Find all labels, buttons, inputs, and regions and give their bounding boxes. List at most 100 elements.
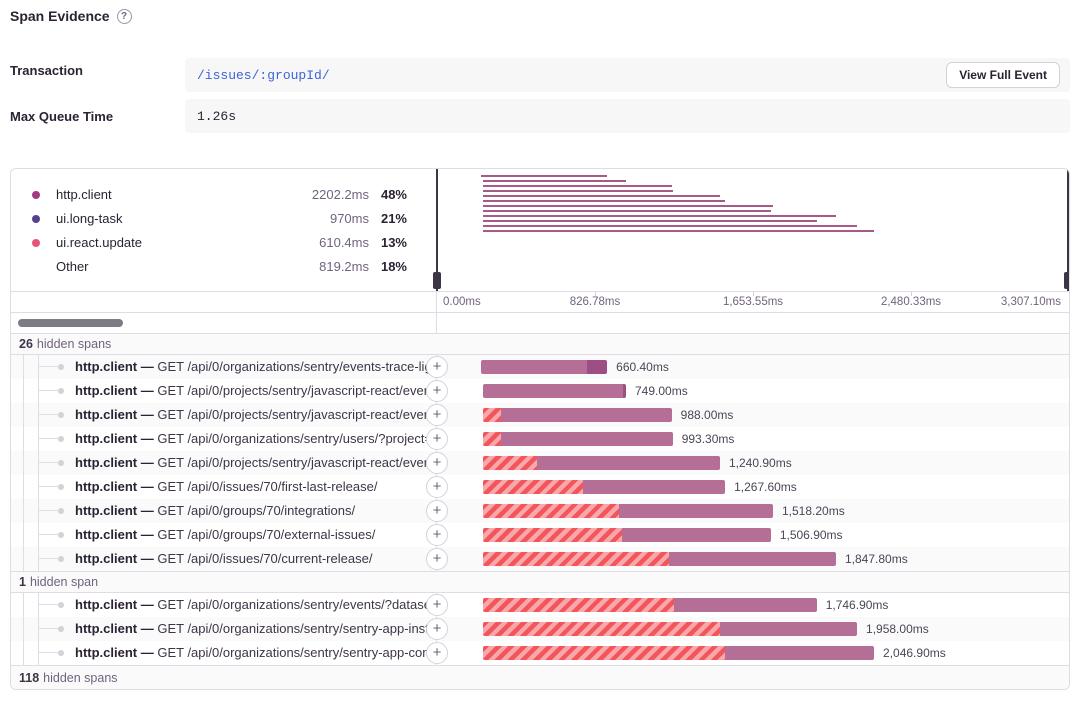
minimap-span-bar	[482, 210, 771, 212]
expand-span-button[interactable]: +	[426, 356, 448, 378]
span-duration-label: 2,046.90ms	[883, 646, 946, 660]
transaction-link[interactable]: /issues/:groupId/	[197, 67, 330, 83]
minimap-span-bar	[480, 175, 608, 177]
span-duration-bar	[482, 598, 817, 612]
axis-tick	[753, 292, 754, 296]
expand-span-button[interactable]: +	[426, 524, 448, 546]
hidden-spans-row: 118 hidden spans	[11, 665, 1069, 689]
span-time-segment	[719, 622, 858, 636]
legend-duration: 2202.2ms	[311, 186, 369, 202]
span-description: GET /api/0/groups/70/integrations/	[157, 503, 356, 518]
span-row[interactable]: http.client — GET /api/0/organizations/s…	[11, 593, 1069, 617]
minimap-chart	[433, 169, 1069, 291]
expand-span-button[interactable]: +	[426, 548, 448, 570]
span-row[interactable]: http.client — GET /api/0/groups/70/exter…	[11, 523, 1069, 547]
span-row[interactable]: http.client — GET /api/0/organizations/s…	[11, 427, 1069, 451]
legend-percentage: 13%	[380, 234, 407, 250]
span-duration-bar	[482, 622, 858, 636]
span-row[interactable]: http.client — GET /api/0/organizations/s…	[11, 641, 1069, 665]
tree-node-dot	[58, 460, 64, 466]
span-op-label: http.client —	[75, 407, 158, 422]
span-description-cell: http.client — GET /api/0/groups/70/exter…	[11, 523, 437, 547]
tree-node-dot	[58, 602, 64, 608]
tree-guide-line	[23, 451, 24, 475]
tree-node-dot	[58, 412, 64, 418]
max-queue-time-value-box: 1.26s	[185, 99, 1070, 133]
tree-node-dot	[58, 556, 64, 562]
tree-guide-line	[38, 403, 39, 427]
span-row[interactable]: http.client — GET /api/0/projects/sentry…	[11, 451, 1069, 475]
span-timeline-cell: 1,506.90ms	[437, 523, 1069, 547]
minimap-left-grip[interactable]	[433, 272, 441, 289]
span-description: GET /api/0/groups/70/external-issues/	[157, 527, 376, 542]
span-description-cell: http.client — GET /api/0/issues/70/first…	[11, 475, 437, 499]
question-mark-icon[interactable]: ?	[116, 8, 132, 24]
legend-percentage: 21%	[380, 210, 407, 226]
minimap-span-bar	[482, 200, 726, 202]
span-description: GET /api/0/organizations/sentry/events-t…	[157, 359, 437, 374]
span-op-legend: http.client 2202.2ms 48% ui.long-task 970ms 2…	[11, 169, 437, 291]
span-row[interactable]: http.client — GET /api/0/projects/sentry…	[11, 403, 1069, 427]
horizontal-scrollbar	[11, 313, 437, 333]
span-tree-panel: http.client 2202.2ms 48% ui.long-task 970ms 2…	[10, 168, 1070, 690]
legend-color-dot	[32, 187, 51, 202]
span-description-cell: http.client — GET /api/0/projects/sentry…	[11, 379, 437, 403]
expand-span-button[interactable]: +	[426, 452, 448, 474]
span-description-cell: http.client — GET /api/0/issues/70/curre…	[11, 547, 437, 571]
overlap-segment	[587, 360, 608, 374]
minimap-right-handle[interactable]	[1064, 169, 1069, 291]
time-axis: 0.00ms 826.78ms 1,653.55ms 2,480.33ms 3,307.…	[437, 292, 1069, 312]
span-timeline-cell: 1,518.20ms	[437, 499, 1069, 523]
tree-connector-line	[39, 366, 58, 367]
span-row[interactable]: http.client — GET /api/0/projects/sentry…	[11, 379, 1069, 403]
span-row[interactable]: http.client — GET /api/0/organizations/s…	[11, 617, 1069, 641]
minimap-span-bar	[482, 190, 673, 192]
tree-connector-line	[39, 558, 58, 559]
span-list: 26 hidden spans http.client — GET /api/0/o…	[11, 333, 1069, 689]
span-timeline-cell: 749.00ms	[437, 379, 1069, 403]
legend-op-label: Other	[56, 258, 89, 274]
span-row[interactable]: http.client — GET /api/0/issues/70/curre…	[11, 547, 1069, 571]
span-row[interactable]: http.client — GET /api/0/groups/70/integ…	[11, 499, 1069, 523]
tree-guide-line	[38, 355, 39, 379]
queue-time-segment	[482, 622, 720, 636]
scrollbar-thumb[interactable]	[18, 319, 123, 327]
expand-span-button[interactable]: +	[426, 380, 448, 402]
axis-tick-label: 2,480.33ms	[880, 296, 942, 308]
axis-tick-label: 1,653.55ms	[722, 296, 784, 308]
legend-percentage: 18%	[380, 258, 407, 274]
span-timeline-cell: 1,240.90ms	[437, 451, 1069, 475]
expand-span-button[interactable]: +	[426, 594, 448, 616]
tree-connector-line	[39, 628, 58, 629]
expand-span-button[interactable]: +	[426, 618, 448, 640]
span-row[interactable]: http.client — GET /api/0/organizations/s…	[11, 355, 1069, 379]
scrollbar-row	[11, 312, 1069, 333]
tree-guide-line	[38, 641, 39, 665]
legend-item: Other 819.2ms 18%	[11, 254, 436, 278]
tree-guide-line	[23, 523, 24, 547]
span-description-cell: http.client — GET /api/0/organizations/s…	[11, 641, 437, 665]
hidden-spans-text: hidden span	[29, 575, 99, 589]
span-time-segment	[482, 384, 624, 398]
expand-span-button[interactable]: +	[426, 476, 448, 498]
span-op-label: http.client —	[75, 479, 158, 494]
span-op-label: http.client —	[75, 431, 158, 446]
minimap-left-handle[interactable]	[433, 169, 441, 291]
span-row[interactable]: http.client — GET /api/0/issues/70/first…	[11, 475, 1069, 499]
tree-guide-line	[23, 593, 24, 617]
tree-guide-line	[38, 499, 39, 523]
expand-span-button[interactable]: +	[426, 404, 448, 426]
span-duration-label: 1,847.80ms	[844, 552, 908, 566]
minimap-right-grip[interactable]	[1064, 272, 1069, 289]
span-duration-bar	[482, 384, 626, 398]
legend-color-dot	[32, 235, 51, 250]
view-full-event-button[interactable]: View Full Event	[946, 62, 1060, 88]
tree-guide-line	[23, 403, 24, 427]
span-description: GET /api/0/organizations/sentry/sentry-a…	[157, 645, 437, 660]
expand-span-button[interactable]: +	[426, 500, 448, 522]
tree-guide-line	[38, 427, 39, 451]
minimap-span-bar	[482, 220, 817, 222]
expand-span-button[interactable]: +	[426, 428, 448, 450]
expand-span-button[interactable]: +	[426, 642, 448, 664]
tree-guide-line	[38, 593, 39, 617]
